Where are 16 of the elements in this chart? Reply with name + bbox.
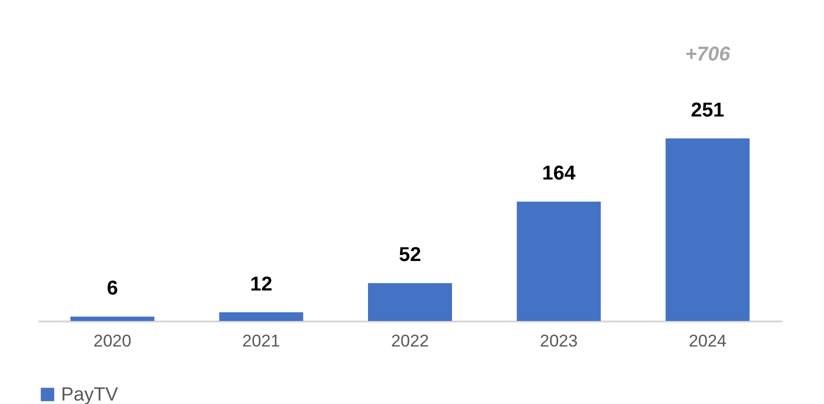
x-tick-label: 2022 <box>391 332 429 350</box>
x-tick-label: 2021 <box>242 332 280 350</box>
x-tick-label: 2023 <box>540 332 578 350</box>
data-label: 164 <box>542 162 576 185</box>
data-label: 6 <box>106 278 118 300</box>
bar <box>666 138 750 321</box>
bar <box>368 283 452 321</box>
text: +706 <box>685 43 731 66</box>
x-tick-label: 2020 <box>93 332 132 350</box>
bar <box>219 312 304 321</box>
data-label: 52 <box>398 244 422 266</box>
x-tick-label: 2024 <box>688 332 727 350</box>
bar <box>70 316 154 321</box>
data-label: 251 <box>690 99 724 122</box>
bar <box>516 202 601 321</box>
data-label: 12 <box>250 273 272 296</box>
